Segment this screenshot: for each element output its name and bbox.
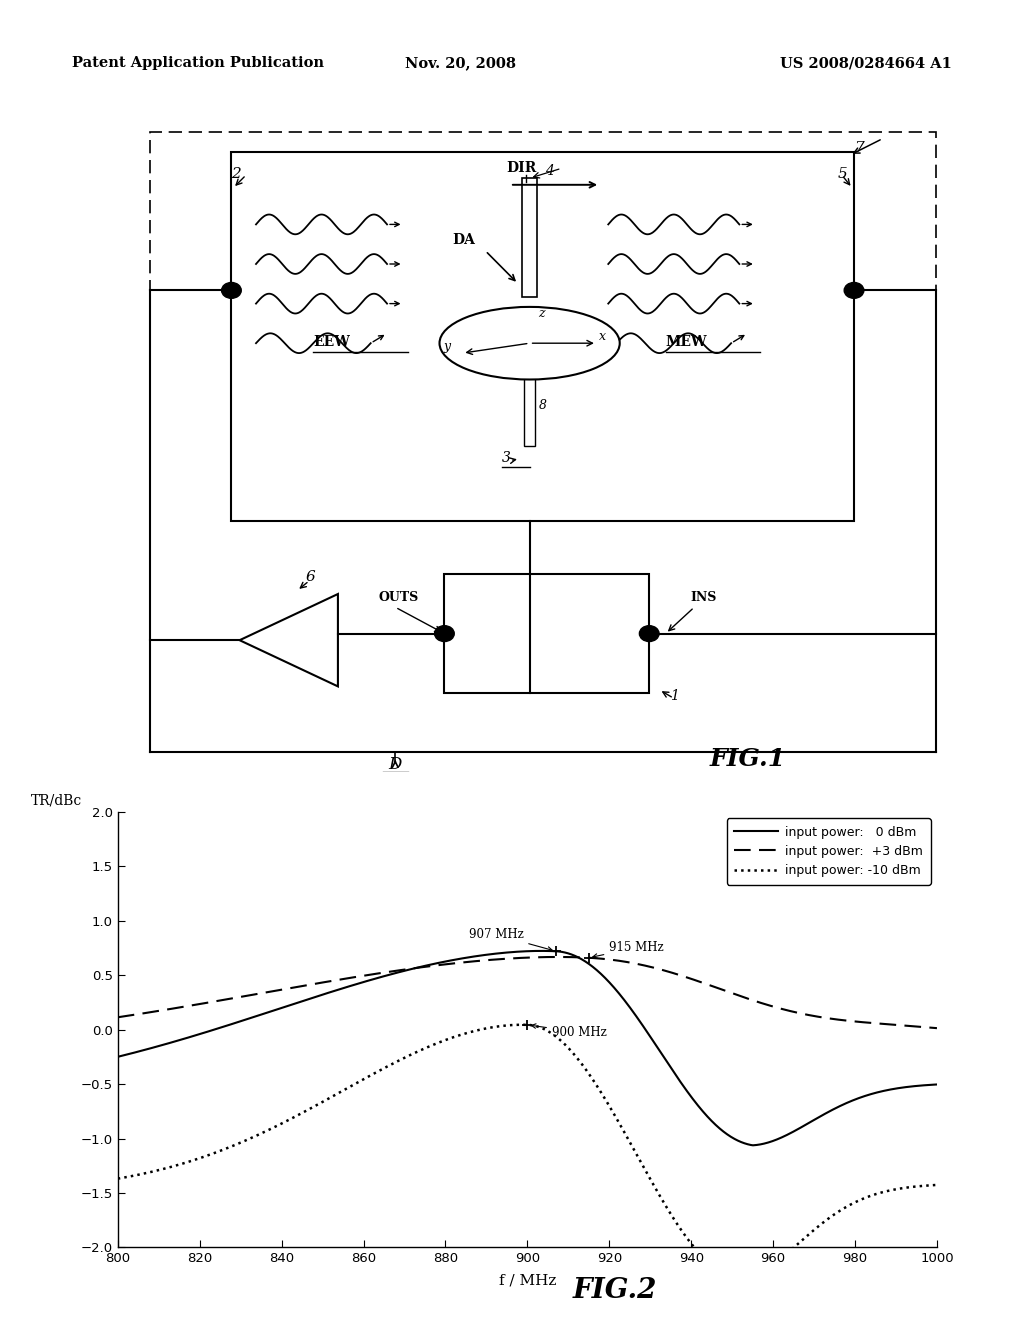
Legend: input power:   0 dBm, input power:  +3 dBm, input power: -10 dBm: input power: 0 dBm, input power: +3 dBm,… [727, 818, 931, 884]
input power: -10 dBm: (1e+03, -1.43): -10 dBm: (1e+03, -1.43) [931, 1177, 943, 1193]
input power: -10 dBm: (800, -1.37): -10 dBm: (800, -1.37) [112, 1171, 124, 1187]
Circle shape [434, 626, 455, 642]
Text: DIR: DIR [506, 161, 537, 174]
input power: -10 dBm: (899, 0.0446): -10 dBm: (899, 0.0446) [516, 1016, 528, 1032]
Text: D: D [388, 756, 402, 774]
input power:  +3 dBm: (892, 0.643): +3 dBm: (892, 0.643) [488, 952, 501, 968]
input power:   0 dBm: (903, 0.723): 0 dBm: (903, 0.723) [536, 942, 548, 958]
Text: y: y [443, 339, 451, 352]
Text: 6: 6 [305, 570, 315, 583]
Line: input power:  +3 dBm: input power: +3 dBm [118, 957, 937, 1028]
input power:   0 dBm: (810, -0.149): 0 dBm: (810, -0.149) [154, 1038, 166, 1053]
Text: INS: INS [690, 590, 717, 603]
input power:  +3 dBm: (994, 0.0313): +3 dBm: (994, 0.0313) [907, 1018, 920, 1034]
input power:   0 dBm: (994, -0.52): 0 dBm: (994, -0.52) [908, 1078, 921, 1094]
Text: OUTS: OUTS [379, 590, 419, 603]
input power:   0 dBm: (800, -0.25): 0 dBm: (800, -0.25) [112, 1049, 124, 1065]
input power: -10 dBm: (897, 0.0435): -10 dBm: (897, 0.0435) [510, 1016, 522, 1032]
input power:   0 dBm: (897, 0.714): 0 dBm: (897, 0.714) [510, 944, 522, 960]
Bar [524, 314, 536, 446]
input power: -10 dBm: (994, -1.44): -10 dBm: (994, -1.44) [908, 1179, 921, 1195]
input power:  +3 dBm: (1e+03, 0.0131): +3 dBm: (1e+03, 0.0131) [931, 1020, 943, 1036]
input power: -10 dBm: (958, -2.21): -10 dBm: (958, -2.21) [758, 1262, 770, 1278]
Line: input power: -10 dBm: input power: -10 dBm [118, 1024, 937, 1276]
Text: 7: 7 [854, 141, 864, 154]
Text: FIG.1: FIG.1 [710, 747, 785, 771]
Bar [231, 152, 854, 521]
input power:   0 dBm: (1e+03, -0.504): 0 dBm: (1e+03, -0.504) [931, 1077, 943, 1093]
Text: 4: 4 [545, 164, 554, 178]
input power:   0 dBm: (958, -1.05): 0 dBm: (958, -1.05) [758, 1135, 770, 1151]
input power:  +3 dBm: (897, 0.656): +3 dBm: (897, 0.656) [510, 950, 522, 966]
input power:   0 dBm: (955, -1.06): 0 dBm: (955, -1.06) [746, 1138, 759, 1154]
input power: -10 dBm: (994, -1.44): -10 dBm: (994, -1.44) [907, 1179, 920, 1195]
Line: input power:   0 dBm: input power: 0 dBm [118, 950, 937, 1146]
input power:   0 dBm: (994, -0.52): 0 dBm: (994, -0.52) [907, 1078, 920, 1094]
input power: -10 dBm: (892, 0.0242): -10 dBm: (892, 0.0242) [488, 1019, 501, 1035]
Circle shape [639, 626, 659, 642]
Bar [522, 178, 537, 297]
input power: -10 dBm: (952, -2.26): -10 dBm: (952, -2.26) [735, 1269, 748, 1284]
X-axis label: f / MHz: f / MHz [499, 1274, 556, 1287]
Text: x: x [599, 330, 606, 343]
Ellipse shape [439, 308, 620, 380]
Text: US 2008/0284664 A1: US 2008/0284664 A1 [780, 57, 952, 70]
Text: 915 MHz: 915 MHz [593, 941, 664, 958]
Text: FIG.2: FIG.2 [572, 1278, 656, 1304]
input power:  +3 dBm: (994, 0.0316): +3 dBm: (994, 0.0316) [907, 1018, 920, 1034]
Text: 5: 5 [838, 168, 848, 181]
Text: 8: 8 [539, 399, 547, 412]
input power:  +3 dBm: (958, 0.239): +3 dBm: (958, 0.239) [757, 995, 769, 1011]
Text: Patent Application Publication: Patent Application Publication [72, 57, 324, 70]
Text: Nov. 20, 2008: Nov. 20, 2008 [406, 57, 516, 70]
Text: MEW: MEW [666, 335, 708, 350]
input power:   0 dBm: (892, 0.696): 0 dBm: (892, 0.696) [488, 946, 501, 962]
Text: 2: 2 [231, 168, 242, 181]
Circle shape [221, 282, 242, 298]
Y-axis label: TR/dBc: TR/dBc [31, 793, 82, 808]
Circle shape [844, 282, 864, 298]
Text: 900 MHz: 900 MHz [531, 1024, 606, 1039]
Text: z: z [538, 306, 545, 319]
Text: 3: 3 [502, 451, 511, 465]
input power: -10 dBm: (810, -1.29): -10 dBm: (810, -1.29) [154, 1162, 166, 1177]
Text: 1: 1 [670, 689, 679, 702]
input power:  +3 dBm: (800, 0.113): +3 dBm: (800, 0.113) [112, 1010, 124, 1026]
Text: 907 MHz: 907 MHz [469, 928, 552, 952]
input power:  +3 dBm: (907, 0.667): +3 dBm: (907, 0.667) [552, 949, 564, 965]
Bar [444, 574, 649, 693]
Text: DA: DA [453, 234, 475, 247]
Text: EEW: EEW [313, 335, 350, 350]
input power:  +3 dBm: (810, 0.173): +3 dBm: (810, 0.173) [154, 1003, 166, 1019]
